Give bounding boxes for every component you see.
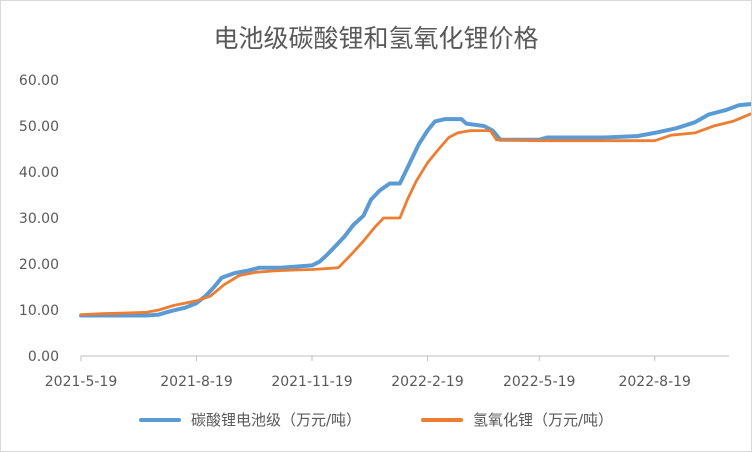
legend-swatch-blue xyxy=(138,417,181,422)
x-tick-label: 2021-5-19 xyxy=(45,374,117,390)
legend-item-lithium-carbonate: 碳酸锂电池级（万元/吨） xyxy=(138,409,361,430)
series-lines xyxy=(79,102,751,318)
x-tick-label: 2021-8-19 xyxy=(160,374,232,390)
x-tick-label: 2021-11-19 xyxy=(271,374,352,390)
chart-legend: 碳酸锂电池级（万元/吨） 氢氧化锂（万元/吨） xyxy=(1,409,751,430)
y-tick-label: 10.00 xyxy=(19,303,59,319)
chart-title: 电池级碳酸锂和氢氧化锂价格 xyxy=(213,24,539,53)
y-tick-label: 0.00 xyxy=(28,349,59,365)
x-tick-label: 2022-2-19 xyxy=(391,374,463,390)
series-line-lithium-hydroxide xyxy=(79,112,751,316)
y-tick-label: 50.00 xyxy=(19,119,59,135)
y-tick-label: 60.00 xyxy=(19,73,59,89)
y-tick-label: 20.00 xyxy=(19,257,59,273)
y-axis-labels: 0.00 10.00 20.00 30.00 40.00 50.00 60.00 xyxy=(19,73,59,365)
series-line-lithium-carbonate xyxy=(79,102,751,318)
y-tick-label: 30.00 xyxy=(19,211,59,227)
legend-label-lithium-hydroxide: 氢氧化锂（万元/吨） xyxy=(473,411,614,429)
legend-item-lithium-hydroxide: 氢氧化锂（万元/吨） xyxy=(421,409,613,430)
x-tick-label: 2022-5-19 xyxy=(503,374,575,390)
x-axis: 2021-5-19 2021-8-19 2021-11-19 2022-2-19 202… xyxy=(45,355,729,390)
chart-plot: 0.00 10.00 20.00 30.00 40.00 50.00 60.00 2021-… xyxy=(19,73,751,390)
x-tick-label: 2022-8-19 xyxy=(618,374,690,390)
y-tick-label: 40.00 xyxy=(19,165,59,181)
legend-swatch-orange xyxy=(421,417,463,422)
legend-label-lithium-carbonate: 碳酸锂电池级（万元/吨） xyxy=(190,411,361,429)
